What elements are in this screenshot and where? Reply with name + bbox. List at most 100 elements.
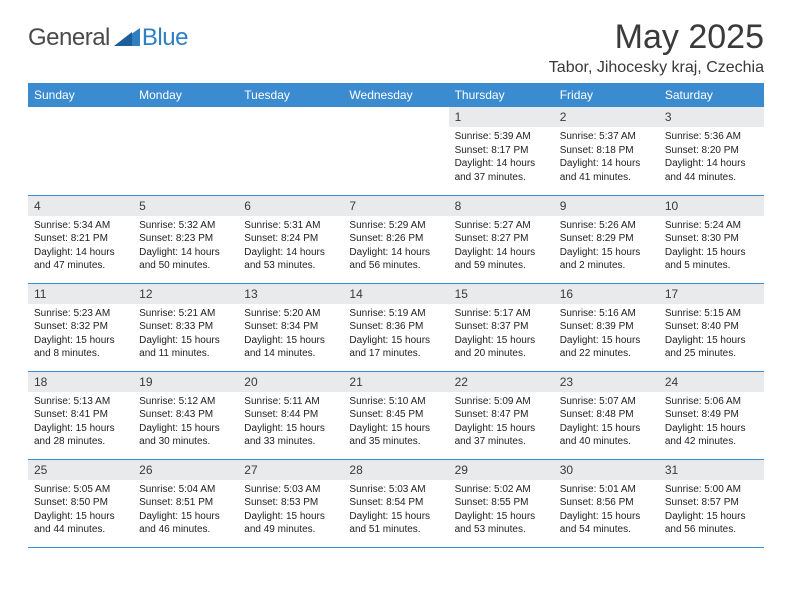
calendar-cell: 24Sunrise: 5:06 AMSunset: 8:49 PMDayligh… <box>659 371 764 459</box>
calendar-cell: 28Sunrise: 5:03 AMSunset: 8:54 PMDayligh… <box>343 459 448 547</box>
daylight-line: Daylight: 15 hours and 56 minutes. <box>665 510 758 537</box>
cell-body: Sunrise: 5:19 AMSunset: 8:36 PMDaylight:… <box>343 304 448 367</box>
date-number: 27 <box>238 460 343 480</box>
date-number: 21 <box>343 372 448 392</box>
day-name: Sunday <box>28 83 133 107</box>
calendar-cell: 14Sunrise: 5:19 AMSunset: 8:36 PMDayligh… <box>343 283 448 371</box>
sunset-line: Sunset: 8:45 PM <box>349 408 442 422</box>
cell-body: Sunrise: 5:16 AMSunset: 8:39 PMDaylight:… <box>554 304 659 367</box>
daylight-line: Daylight: 15 hours and 44 minutes. <box>34 510 127 537</box>
cell-body: Sunrise: 5:11 AMSunset: 8:44 PMDaylight:… <box>238 392 343 455</box>
logo: General Blue <box>28 18 188 52</box>
date-number: 4 <box>28 196 133 216</box>
daylight-line: Daylight: 15 hours and 2 minutes. <box>560 246 653 273</box>
cell-body: Sunrise: 5:20 AMSunset: 8:34 PMDaylight:… <box>238 304 343 367</box>
cell-body: Sunrise: 5:03 AMSunset: 8:54 PMDaylight:… <box>343 480 448 543</box>
title-block: May 2025 Tabor, Jihocesky kraj, Czechia <box>549 18 764 77</box>
sunset-line: Sunset: 8:17 PM <box>455 144 548 158</box>
cell-body: Sunrise: 5:29 AMSunset: 8:26 PMDaylight:… <box>343 216 448 279</box>
date-number: 22 <box>449 372 554 392</box>
calendar-cell: 5Sunrise: 5:32 AMSunset: 8:23 PMDaylight… <box>133 195 238 283</box>
daylight-line: Daylight: 15 hours and 8 minutes. <box>34 334 127 361</box>
cell-body: Sunrise: 5:26 AMSunset: 8:29 PMDaylight:… <box>554 216 659 279</box>
sunset-line: Sunset: 8:30 PM <box>665 232 758 246</box>
calendar-cell: 4Sunrise: 5:34 AMSunset: 8:21 PMDaylight… <box>28 195 133 283</box>
daylight-line: Daylight: 15 hours and 54 minutes. <box>560 510 653 537</box>
calendar-cell <box>28 107 133 195</box>
daylight-line: Daylight: 15 hours and 33 minutes. <box>244 422 337 449</box>
sunrise-line: Sunrise: 5:11 AM <box>244 395 337 409</box>
cell-body: Sunrise: 5:32 AMSunset: 8:23 PMDaylight:… <box>133 216 238 279</box>
sunset-line: Sunset: 8:18 PM <box>560 144 653 158</box>
sunrise-line: Sunrise: 5:06 AM <box>665 395 758 409</box>
cell-body: Sunrise: 5:06 AMSunset: 8:49 PMDaylight:… <box>659 392 764 455</box>
sunset-line: Sunset: 8:32 PM <box>34 320 127 334</box>
calendar-cell: 9Sunrise: 5:26 AMSunset: 8:29 PMDaylight… <box>554 195 659 283</box>
calendar-cell: 17Sunrise: 5:15 AMSunset: 8:40 PMDayligh… <box>659 283 764 371</box>
sunset-line: Sunset: 8:51 PM <box>139 496 232 510</box>
date-number <box>133 107 238 127</box>
calendar-cell <box>238 107 343 195</box>
sunset-line: Sunset: 8:39 PM <box>560 320 653 334</box>
daylight-line: Daylight: 15 hours and 17 minutes. <box>349 334 442 361</box>
calendar-cell <box>343 107 448 195</box>
sunset-line: Sunset: 8:54 PM <box>349 496 442 510</box>
sunrise-line: Sunrise: 5:12 AM <box>139 395 232 409</box>
date-number: 28 <box>343 460 448 480</box>
date-number: 16 <box>554 284 659 304</box>
sunrise-line: Sunrise: 5:23 AM <box>34 307 127 321</box>
sunset-line: Sunset: 8:53 PM <box>244 496 337 510</box>
cell-body: Sunrise: 5:13 AMSunset: 8:41 PMDaylight:… <box>28 392 133 455</box>
date-number: 1 <box>449 107 554 127</box>
cell-body: Sunrise: 5:00 AMSunset: 8:57 PMDaylight:… <box>659 480 764 543</box>
sunset-line: Sunset: 8:36 PM <box>349 320 442 334</box>
daylight-line: Daylight: 14 hours and 53 minutes. <box>244 246 337 273</box>
date-number: 26 <box>133 460 238 480</box>
date-number: 20 <box>238 372 343 392</box>
date-number: 12 <box>133 284 238 304</box>
daylight-line: Daylight: 15 hours and 5 minutes. <box>665 246 758 273</box>
cell-body: Sunrise: 5:04 AMSunset: 8:51 PMDaylight:… <box>133 480 238 543</box>
calendar-cell: 30Sunrise: 5:01 AMSunset: 8:56 PMDayligh… <box>554 459 659 547</box>
sunrise-line: Sunrise: 5:21 AM <box>139 307 232 321</box>
sunrise-line: Sunrise: 5:32 AM <box>139 219 232 233</box>
cell-body: Sunrise: 5:17 AMSunset: 8:37 PMDaylight:… <box>449 304 554 367</box>
cell-body: Sunrise: 5:36 AMSunset: 8:20 PMDaylight:… <box>659 127 764 190</box>
daylight-line: Daylight: 14 hours and 37 minutes. <box>455 157 548 184</box>
daylight-line: Daylight: 14 hours and 56 minutes. <box>349 246 442 273</box>
sunset-line: Sunset: 8:20 PM <box>665 144 758 158</box>
calendar-cell: 19Sunrise: 5:12 AMSunset: 8:43 PMDayligh… <box>133 371 238 459</box>
daylight-line: Daylight: 15 hours and 28 minutes. <box>34 422 127 449</box>
cell-body: Sunrise: 5:03 AMSunset: 8:53 PMDaylight:… <box>238 480 343 543</box>
calendar-cell: 1Sunrise: 5:39 AMSunset: 8:17 PMDaylight… <box>449 107 554 195</box>
logo-triangle-icon <box>114 26 140 51</box>
sunrise-line: Sunrise: 5:02 AM <box>455 483 548 497</box>
date-number: 6 <box>238 196 343 216</box>
sunrise-line: Sunrise: 5:03 AM <box>244 483 337 497</box>
calendar-week-row: 18Sunrise: 5:13 AMSunset: 8:41 PMDayligh… <box>28 371 764 459</box>
calendar-cell: 29Sunrise: 5:02 AMSunset: 8:55 PMDayligh… <box>449 459 554 547</box>
sunset-line: Sunset: 8:40 PM <box>665 320 758 334</box>
calendar-cell: 13Sunrise: 5:20 AMSunset: 8:34 PMDayligh… <box>238 283 343 371</box>
sunset-line: Sunset: 8:23 PM <box>139 232 232 246</box>
day-name: Friday <box>554 83 659 107</box>
calendar-cell: 31Sunrise: 5:00 AMSunset: 8:57 PMDayligh… <box>659 459 764 547</box>
calendar-cell: 12Sunrise: 5:21 AMSunset: 8:33 PMDayligh… <box>133 283 238 371</box>
cell-body: Sunrise: 5:24 AMSunset: 8:30 PMDaylight:… <box>659 216 764 279</box>
cell-body: Sunrise: 5:09 AMSunset: 8:47 PMDaylight:… <box>449 392 554 455</box>
calendar-cell: 21Sunrise: 5:10 AMSunset: 8:45 PMDayligh… <box>343 371 448 459</box>
cell-body: Sunrise: 5:34 AMSunset: 8:21 PMDaylight:… <box>28 216 133 279</box>
date-number: 8 <box>449 196 554 216</box>
day-name: Monday <box>133 83 238 107</box>
cell-body: Sunrise: 5:07 AMSunset: 8:48 PMDaylight:… <box>554 392 659 455</box>
sunrise-line: Sunrise: 5:19 AM <box>349 307 442 321</box>
date-number: 18 <box>28 372 133 392</box>
date-number: 11 <box>28 284 133 304</box>
date-number: 2 <box>554 107 659 127</box>
daylight-line: Daylight: 15 hours and 40 minutes. <box>560 422 653 449</box>
cell-body: Sunrise: 5:05 AMSunset: 8:50 PMDaylight:… <box>28 480 133 543</box>
sunrise-line: Sunrise: 5:13 AM <box>34 395 127 409</box>
daylight-line: Daylight: 14 hours and 41 minutes. <box>560 157 653 184</box>
calendar-cell: 6Sunrise: 5:31 AMSunset: 8:24 PMDaylight… <box>238 195 343 283</box>
day-name: Saturday <box>659 83 764 107</box>
